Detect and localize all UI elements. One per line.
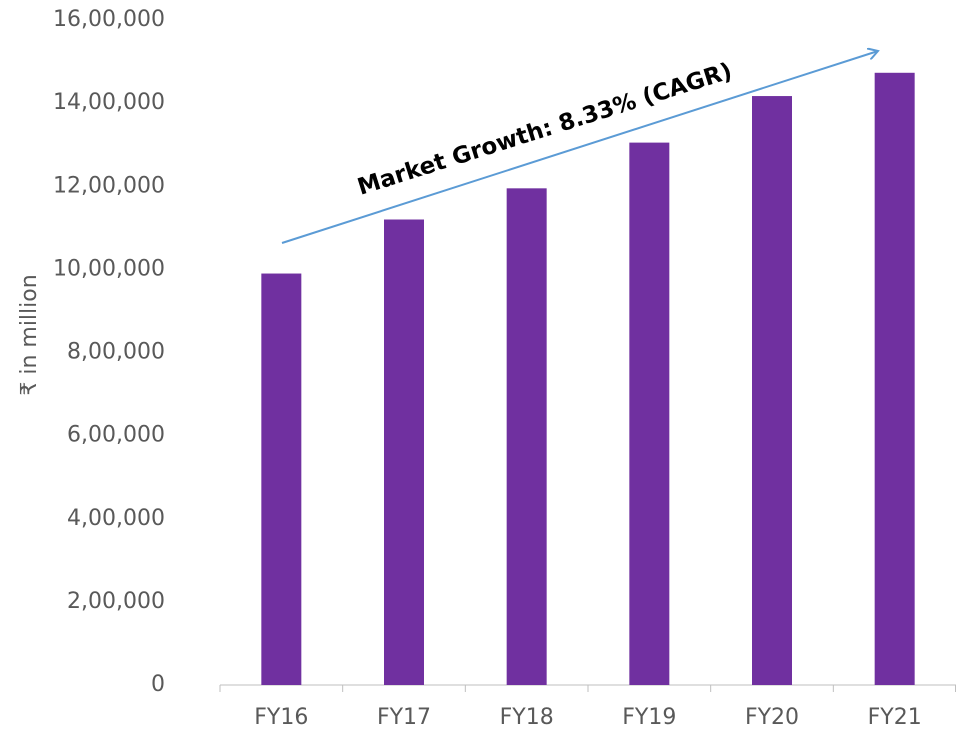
y-tick-label: 14,00,000 xyxy=(53,90,165,115)
y-tick-label: 0 xyxy=(151,672,165,697)
x-tick-label: FY17 xyxy=(377,705,431,730)
bar xyxy=(384,219,424,685)
y-tick-label: 16,00,000 xyxy=(53,7,165,32)
y-tick-label: 6,00,000 xyxy=(67,423,165,448)
bar xyxy=(874,72,915,686)
bar xyxy=(629,142,670,685)
y-tick-label: 12,00,000 xyxy=(53,173,165,198)
y-tick-label: 8,00,000 xyxy=(67,340,165,365)
x-tick-label: FY20 xyxy=(745,705,799,730)
trend-arrow xyxy=(281,51,878,244)
y-tick-label: 10,00,000 xyxy=(53,256,165,281)
y-tick-label: 2,00,000 xyxy=(67,589,165,614)
x-tick-label: FY18 xyxy=(500,705,554,730)
x-tick-label: FY19 xyxy=(622,705,676,730)
x-tick-label: FY21 xyxy=(868,705,922,730)
y-tick-label: 4,00,000 xyxy=(67,506,165,531)
x-tick-label: FY16 xyxy=(254,705,308,730)
bar xyxy=(752,96,792,685)
annotation: Market Growth: 8.33% (CAGR) xyxy=(355,58,736,200)
y-axis-label: ₹ in million xyxy=(17,274,42,395)
bar xyxy=(261,273,302,685)
bar xyxy=(506,188,547,685)
